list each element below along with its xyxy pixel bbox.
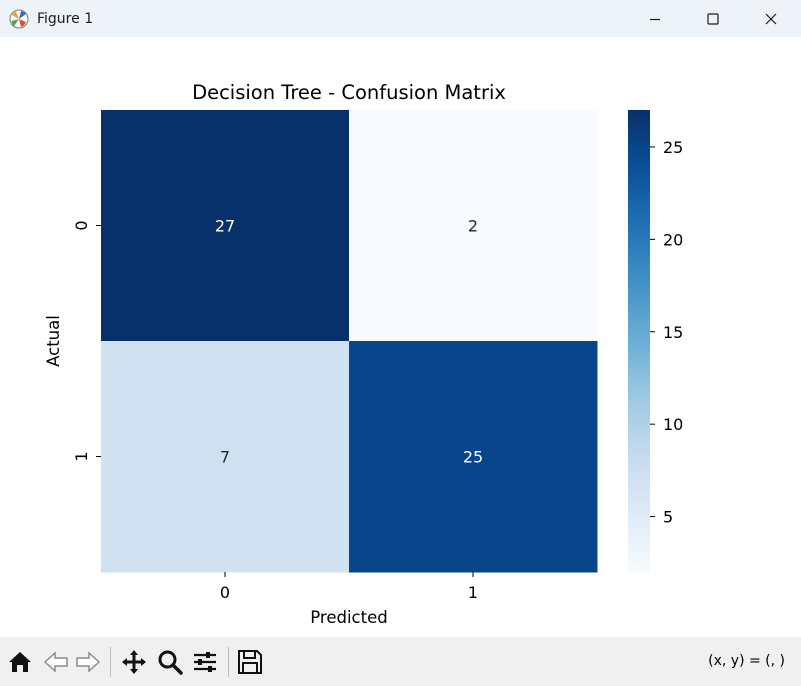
title-bar: Figure 1 [0,0,801,37]
maximize-icon [707,12,719,25]
cell-annotation: 25 [463,448,483,467]
back-icon [43,651,68,673]
toolbar-separator [228,647,229,677]
y-tick-label: 1 [72,451,91,461]
configure-icon [194,652,216,672]
forward-button[interactable] [72,647,104,677]
zoom-icon [158,650,183,675]
pan-icon [122,650,146,674]
home-icon [9,652,31,672]
x-tick-label: 0 [220,583,230,602]
back-button[interactable] [40,647,72,677]
toolbar-separator [110,647,111,677]
x-tick-label: 1 [468,583,478,602]
close-icon [765,13,777,24]
cell-annotation: 7 [220,448,230,467]
minimize-button[interactable] [626,0,684,37]
colorbar-tick-label: 5 [663,508,673,527]
cell-annotation: 2 [468,217,478,236]
coordinates-readout: (x, y) = (, ) [708,653,785,669]
cell-annotation: 27 [215,217,235,236]
heatmap-cell [101,110,350,342]
zoom-button[interactable] [154,647,186,677]
y-axis-label: Actual [44,315,63,367]
close-button[interactable] [742,0,800,37]
pan-button[interactable] [118,647,150,677]
navigation-toolbar: (x, y) = (, ) [0,637,801,686]
colorbar-tick-label: 10 [663,415,683,434]
colorbar-tick-label: 15 [663,323,683,342]
x-axis-label: Predicted [310,608,387,627]
heatmap-cell [101,341,350,573]
maximize-button[interactable] [684,0,742,37]
y-tick-label: 0 [72,220,91,230]
configure-button[interactable] [189,647,221,677]
window-title: Figure 1 [37,11,94,27]
forward-icon [76,651,101,673]
minimize-icon [650,18,660,20]
figure-canvas[interactable]: Decision Tree - Confusion Matrix 27 2 7 25 0 1… [1,37,800,637]
colorbar [628,110,650,572]
colorbar-tick-label: 25 [663,138,683,157]
save-icon [238,650,262,674]
colorbar-tick-label: 20 [663,230,683,249]
heatmap-cell [349,341,598,573]
matplotlib-icon [9,9,29,29]
home-button[interactable] [4,647,36,677]
heatmap-cell [349,110,598,342]
chart-title: Decision Tree - Confusion Matrix [192,81,506,104]
save-button[interactable] [234,647,266,677]
